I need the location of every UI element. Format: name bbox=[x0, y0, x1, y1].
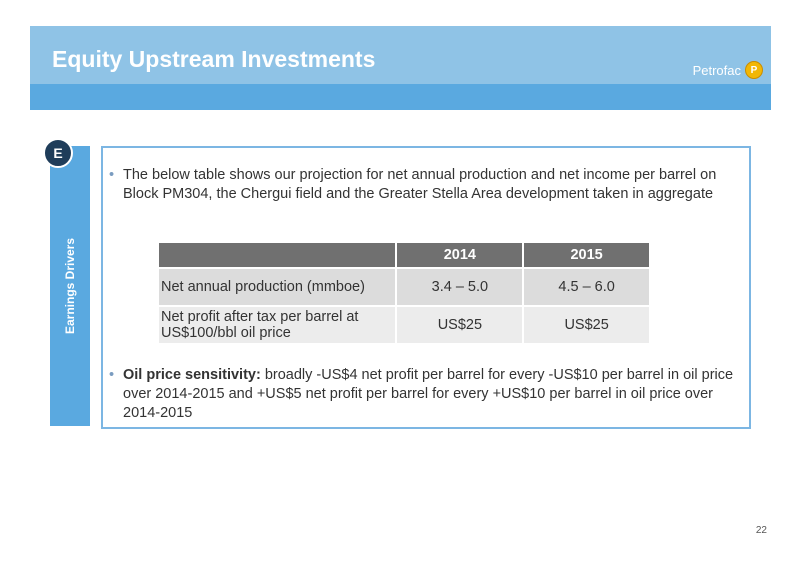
header-band bbox=[30, 84, 771, 110]
logo-text: Petrofac bbox=[692, 62, 741, 78]
table-cell: 4.5 – 6.0 bbox=[523, 267, 651, 306]
content-box: The below table shows our projection for… bbox=[101, 146, 751, 429]
table-cell: Net profit after tax per barrel at US$10… bbox=[159, 305, 398, 343]
bullet-sensitivity: Oil price sensitivity: broadly -US$4 net… bbox=[109, 366, 745, 423]
table-cell: 3.4 – 5.0 bbox=[396, 267, 525, 306]
section-badge: E bbox=[43, 138, 73, 168]
table-cell: US$25 bbox=[396, 305, 525, 343]
table-row: Net profit after tax per barrel at US$10… bbox=[159, 305, 651, 343]
slide-title: Equity Upstream Investments bbox=[52, 46, 376, 72]
table-row: Net annual production (mmboe) 3.4 – 5.0 … bbox=[159, 267, 651, 306]
table-header-cell: 2014 bbox=[396, 243, 525, 268]
bullet-intro: The below table shows our projection for… bbox=[109, 166, 745, 204]
petrofac-logo: Petrofac P bbox=[693, 59, 763, 81]
logo-mark-icon: P bbox=[745, 61, 763, 79]
projection-table: 2014 2015 Net annual production (mmboe) … bbox=[159, 243, 651, 343]
sensitivity-label: Oil price sensitivity: bbox=[123, 367, 261, 383]
table-cell: US$25 bbox=[523, 305, 651, 343]
table-header-cell bbox=[159, 243, 398, 268]
page-number: 22 bbox=[755, 525, 767, 536]
table-header-cell: 2015 bbox=[523, 243, 651, 268]
slide-header: Equity Upstream Investments Petrofac P bbox=[30, 26, 771, 110]
sensitivity-text: broadly -US$4 net profit per barrel for … bbox=[123, 367, 734, 421]
table-cell: Net annual production (mmboe) bbox=[159, 267, 398, 306]
side-label: Earnings Drivers bbox=[63, 237, 77, 335]
side-tab: Earnings Drivers bbox=[50, 146, 90, 426]
table-header-row: 2014 2015 bbox=[159, 243, 651, 268]
